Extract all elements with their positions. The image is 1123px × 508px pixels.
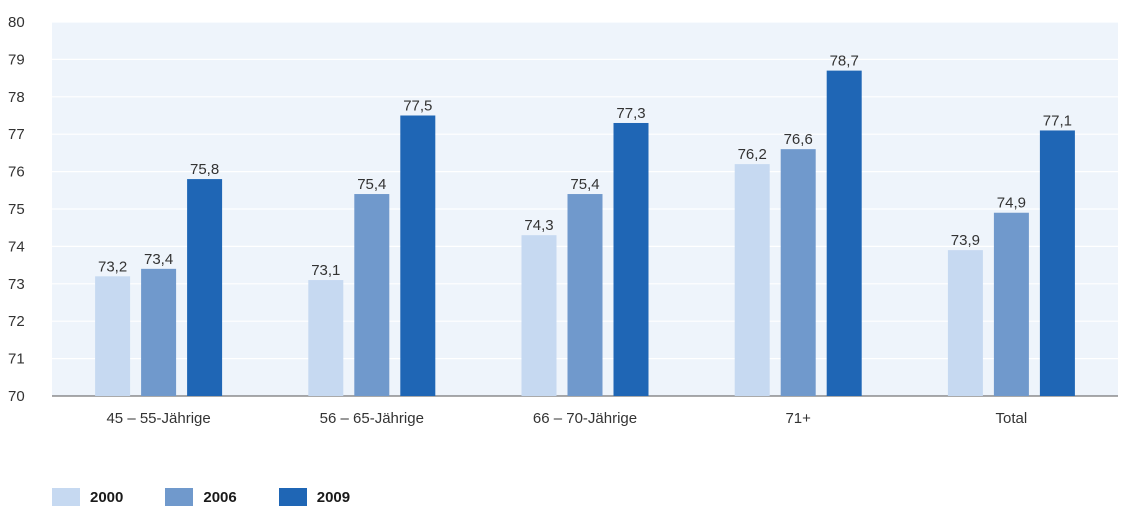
y-tick-label: 70 (8, 388, 25, 405)
data-label-2006-0: 73,4 (144, 251, 173, 268)
data-label-2000-1: 73,1 (311, 262, 340, 279)
legend-label-2006: 2006 (203, 488, 237, 506)
data-label-2000-2: 74,3 (524, 217, 553, 234)
data-label-2006-3: 76,6 (784, 131, 813, 148)
data-label-2000-0: 73,2 (98, 258, 127, 275)
y-tick-label: 78 (8, 89, 25, 106)
bar-2009-4 (1039, 130, 1075, 396)
bar-2009-2 (613, 122, 649, 396)
bar-2000-1 (308, 280, 344, 396)
data-label-2006-1: 75,4 (357, 176, 386, 193)
bar-2009-1 (400, 115, 436, 396)
x-tick-label: Total (996, 410, 1028, 427)
legend-swatch-2009 (278, 488, 307, 506)
bar-2006-1 (354, 194, 390, 396)
y-tick-label: 75 (8, 201, 25, 218)
bar-2000-3 (734, 164, 770, 396)
data-label-2009-0: 75,8 (190, 161, 219, 178)
legend-item-2009: 2009 (278, 488, 351, 506)
bar-2006-4 (993, 212, 1029, 396)
x-tick-label: 45 – 55-Jährige (106, 410, 210, 427)
y-tick-label: 79 (8, 51, 25, 68)
y-tick-label: 73 (8, 276, 25, 293)
bar-2000-4 (947, 250, 983, 396)
data-label-2000-4: 73,9 (951, 232, 980, 249)
legend-label-2000: 2000 (90, 488, 124, 506)
data-label-2000-3: 76,2 (738, 146, 767, 163)
bar-2009-3 (826, 70, 862, 397)
y-tick-label: 71 (8, 351, 25, 368)
bar-chart: 70 71 72 73 74 75 76 77 78 79 80 73,2 73,4 75,8 45 – 5… (8, 14, 1118, 427)
legend-item-2000: 2000 (52, 488, 123, 506)
legend: 2000 2006 2009 (52, 488, 392, 506)
data-label-2006-2: 75,4 (570, 176, 599, 193)
legend-swatch-2000 (52, 488, 80, 506)
y-tick-label: 80 (8, 14, 25, 31)
bar-2006-0 (141, 268, 177, 396)
y-tick-label: 76 (8, 164, 25, 181)
y-tick-label: 77 (8, 126, 25, 143)
data-label-2009-1: 77,5 (403, 98, 432, 115)
data-label-2006-4: 74,9 (997, 195, 1026, 212)
y-tick-label: 74 (8, 238, 25, 255)
bar-2006-2 (567, 194, 603, 396)
bar-2000-2 (521, 235, 557, 396)
data-label-2009-4: 77,1 (1043, 112, 1072, 129)
data-label-2009-3: 78,7 (830, 53, 859, 70)
bar-2009-0 (187, 179, 223, 396)
data-label-2009-2: 77,3 (616, 105, 645, 122)
x-tick-label: 71+ (785, 410, 811, 427)
y-tick-label: 72 (8, 313, 25, 330)
x-tick-label: 66 – 70-Jährige (533, 410, 637, 427)
x-tick-label: 56 – 65-Jährige (320, 410, 424, 427)
legend-swatch-2006 (165, 488, 194, 506)
bar-2000-0 (95, 276, 131, 396)
bar-2006-3 (780, 149, 816, 396)
legend-item-2006: 2006 (165, 488, 237, 506)
legend-label-2009: 2009 (316, 488, 351, 506)
